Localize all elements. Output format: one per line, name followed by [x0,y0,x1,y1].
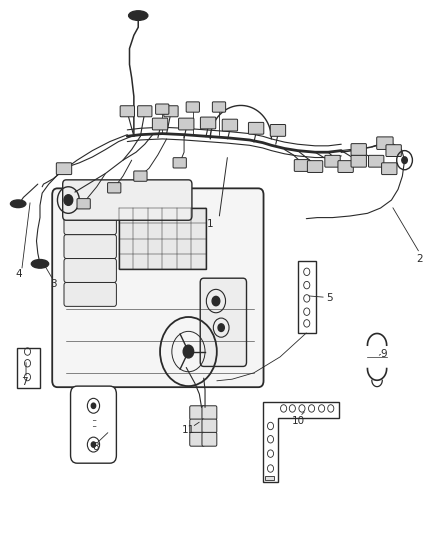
Bar [17,348,40,387]
FancyBboxPatch shape [179,118,194,130]
Ellipse shape [129,11,148,20]
Ellipse shape [32,260,49,268]
Text: 7: 7 [21,377,28,387]
FancyBboxPatch shape [222,119,237,131]
FancyBboxPatch shape [377,137,393,149]
Circle shape [402,157,407,164]
FancyBboxPatch shape [307,160,323,173]
FancyBboxPatch shape [190,419,205,433]
FancyBboxPatch shape [270,125,286,136]
FancyBboxPatch shape [368,155,384,167]
FancyBboxPatch shape [120,106,134,117]
Circle shape [218,324,224,332]
FancyBboxPatch shape [202,419,217,433]
FancyBboxPatch shape [64,259,117,282]
FancyBboxPatch shape [57,163,72,175]
Bar [119,208,206,269]
FancyBboxPatch shape [155,104,169,114]
FancyBboxPatch shape [190,432,205,446]
FancyBboxPatch shape [190,406,205,419]
FancyBboxPatch shape [248,123,264,134]
Circle shape [212,296,220,306]
FancyBboxPatch shape [152,118,168,130]
FancyBboxPatch shape [63,180,192,220]
FancyBboxPatch shape [71,386,117,463]
FancyBboxPatch shape [212,102,226,112]
FancyBboxPatch shape [186,102,199,112]
FancyBboxPatch shape [52,188,264,387]
Text: 2: 2 [417,254,423,263]
Text: 10: 10 [292,416,305,426]
FancyBboxPatch shape [64,282,117,306]
FancyBboxPatch shape [351,144,367,156]
Ellipse shape [11,200,26,207]
FancyBboxPatch shape [202,432,217,446]
FancyBboxPatch shape [202,406,217,419]
FancyBboxPatch shape [325,155,340,167]
FancyBboxPatch shape [77,199,90,209]
FancyBboxPatch shape [134,171,147,181]
Text: 8: 8 [92,442,99,452]
Text: 5: 5 [326,293,332,303]
FancyBboxPatch shape [381,163,397,175]
FancyBboxPatch shape [386,144,401,157]
FancyBboxPatch shape [201,117,216,129]
Bar [265,476,275,480]
Bar [297,261,316,333]
FancyBboxPatch shape [338,160,353,173]
FancyBboxPatch shape [351,155,367,167]
Text: 9: 9 [381,349,387,359]
FancyBboxPatch shape [173,158,186,168]
Circle shape [183,345,194,358]
Circle shape [91,442,95,447]
FancyBboxPatch shape [64,235,117,259]
Circle shape [64,195,73,205]
FancyBboxPatch shape [138,106,152,117]
Polygon shape [263,402,339,482]
Text: 4: 4 [16,270,22,279]
Text: 11: 11 [182,425,195,435]
FancyBboxPatch shape [108,183,121,193]
FancyBboxPatch shape [164,106,178,117]
FancyBboxPatch shape [64,211,117,235]
FancyBboxPatch shape [200,278,247,367]
FancyBboxPatch shape [294,159,310,172]
Text: ─
─: ─ ─ [92,419,95,430]
Circle shape [91,403,95,408]
Text: 1: 1 [207,219,214,229]
Text: 3: 3 [50,279,57,288]
